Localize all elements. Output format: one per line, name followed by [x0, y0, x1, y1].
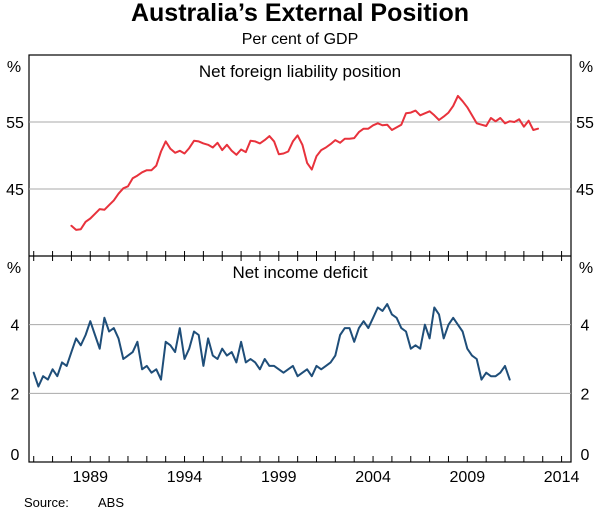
y-tick-right-net-income-deficit-2: 2: [581, 386, 590, 403]
x-tick-label-2004: 2004: [355, 469, 391, 486]
x-tick-label-1999: 1999: [261, 469, 297, 486]
unit-label-right-net-income-deficit: %: [579, 260, 593, 277]
y-tick-left-net-income-deficit-0: 0: [11, 447, 20, 464]
y-tick-right-net-foreign-liability-55: 55: [576, 115, 594, 132]
x-tick-label-1994: 1994: [167, 469, 203, 486]
source-value: ABS: [98, 495, 124, 510]
y-tick-left-net-foreign-liability-45: 45: [6, 182, 24, 199]
x-tick-label-1989: 1989: [72, 469, 108, 486]
chart-subtitle: Per cent of GDP: [242, 31, 359, 48]
y-tick-left-net-income-deficit-4: 4: [11, 318, 20, 335]
y-tick-right-net-foreign-liability-45: 45: [576, 182, 594, 199]
y-tick-left-net-income-deficit-2: 2: [11, 386, 20, 403]
series-line-net-income-deficit: [32, 303, 511, 388]
plot-frame: [28, 54, 572, 463]
y-tick-left-net-foreign-liability-55: 55: [6, 115, 24, 132]
panel-net-income-deficit: Net income deficit% % 4 4 2 2 0 0: [7, 260, 593, 464]
x-axis: 1989 1994 1999 2004 2009 2014: [33, 251, 580, 486]
x-tick-label-2014: 2014: [544, 469, 580, 486]
chart-title: Australia’s External Position: [131, 0, 469, 27]
panel-title-net-income-deficit: Net income deficit: [232, 263, 367, 282]
y-tick-right-net-income-deficit-0: 0: [581, 447, 590, 464]
unit-label-left-net-foreign-liability: %: [7, 59, 21, 76]
unit-label-right-net-foreign-liability: %: [579, 59, 593, 76]
source-label: Source:: [24, 495, 69, 510]
panel-net-foreign-liability: Net foreign liability position% % 55 55 45 45: [6, 59, 594, 231]
panel-title-net-foreign-liability: Net foreign liability position: [199, 62, 401, 81]
grid-layer: [29, 121, 571, 394]
unit-label-left-net-income-deficit: %: [7, 260, 21, 277]
y-tick-right-net-income-deficit-4: 4: [581, 318, 590, 335]
series-line-net-foreign-liability: [70, 94, 539, 231]
x-tick-label-2009: 2009: [450, 469, 486, 486]
